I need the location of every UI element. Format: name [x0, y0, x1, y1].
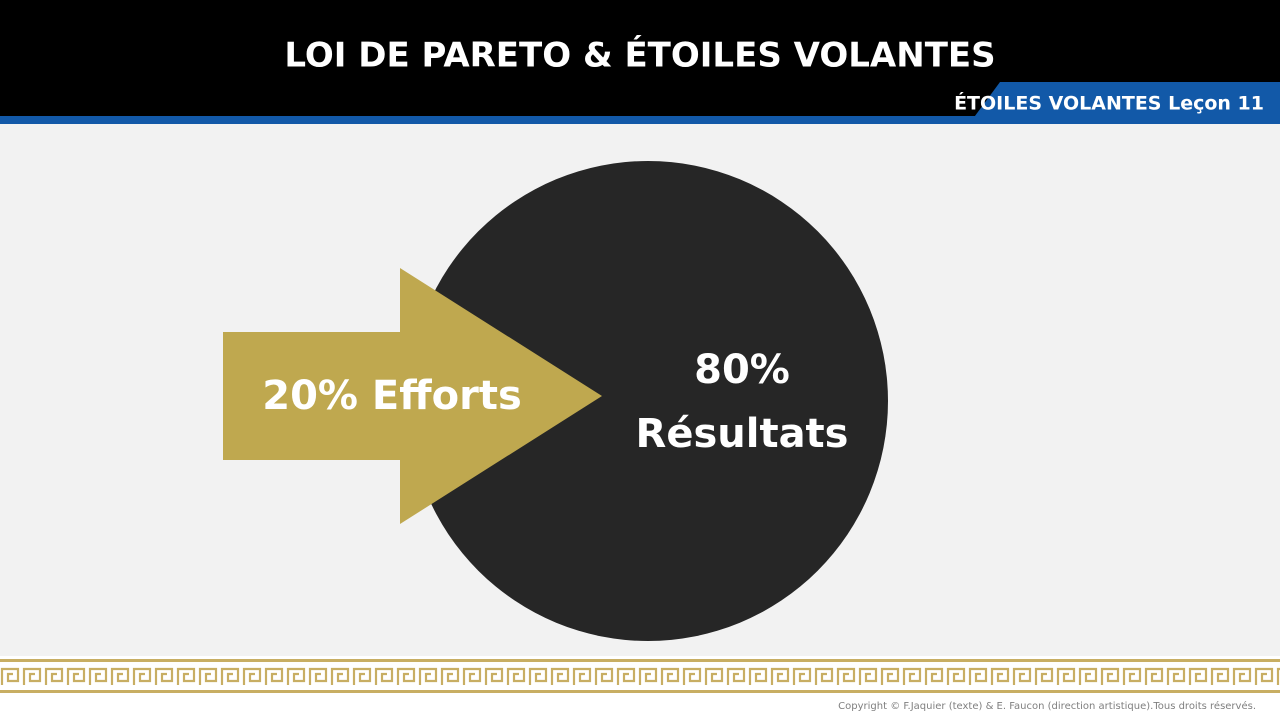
copyright: Copyright © F.Jaquier (texte) & E. Fauco… — [838, 700, 1256, 712]
arrow-label: 20% Efforts — [262, 373, 522, 419]
border-line — [0, 690, 1280, 693]
circle-label-line: 80% — [694, 347, 790, 393]
title: LOI DE PARETO & ÉTOILES VOLANTES — [284, 35, 995, 76]
results-circle — [408, 161, 888, 641]
circle-label-line: Résultats — [636, 411, 849, 457]
border-line — [0, 659, 1280, 662]
header-stripe — [0, 116, 1280, 124]
effort-arrow — [223, 268, 602, 524]
greek-key-border — [0, 665, 1280, 687]
badge-tab — [972, 82, 1280, 120]
badge: ÉTOILES VOLANTES Leçon 11 — [954, 92, 1264, 115]
